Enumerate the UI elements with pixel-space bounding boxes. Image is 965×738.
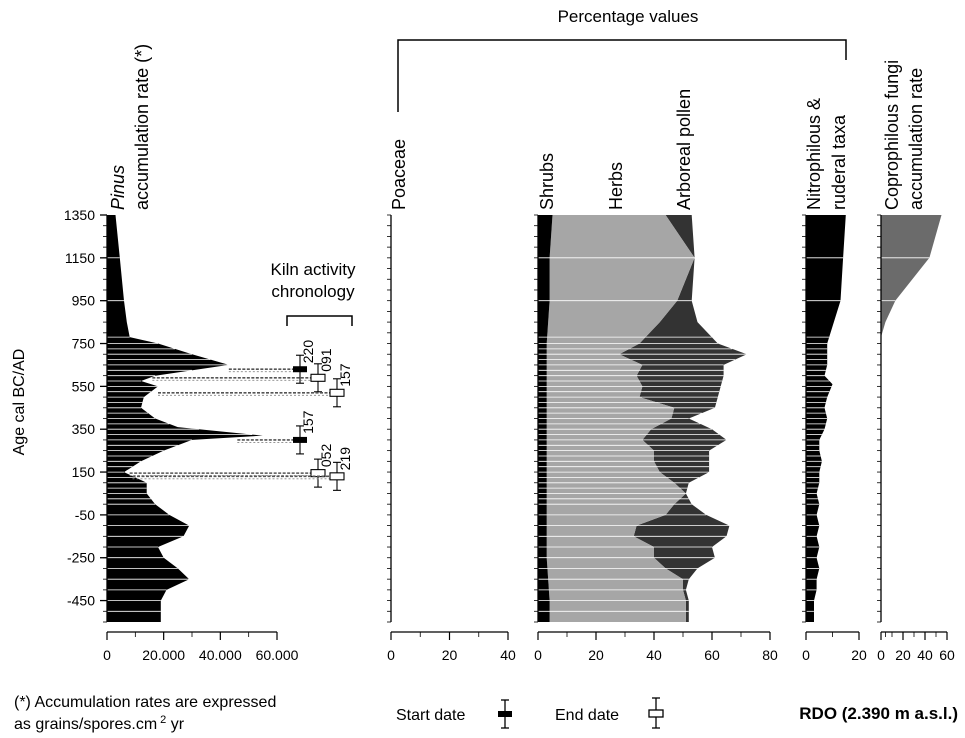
kiln-label-1: 091 bbox=[318, 348, 334, 372]
fungi-title-line2: accumulation rate bbox=[906, 68, 926, 210]
kiln-label-5: 219 bbox=[337, 447, 353, 471]
kiln-end-box-2 bbox=[329, 388, 345, 397]
stacked-x-tick-label-2: 40 bbox=[646, 647, 662, 663]
percentage-header: Percentage values bbox=[558, 7, 699, 26]
pinus-area bbox=[107, 215, 263, 622]
herbs-title: Herbs bbox=[606, 162, 626, 210]
kiln-title-1: Kiln activity bbox=[270, 260, 356, 279]
kiln-end-box-5 bbox=[329, 472, 345, 481]
legend-end-label: End date bbox=[555, 707, 619, 724]
kiln-start-box-0 bbox=[293, 366, 307, 373]
fungi-x-tick-label-1: 20 bbox=[895, 647, 911, 663]
pinus-title-italic: Pinus bbox=[108, 165, 128, 210]
nitro-title-line1: Nitrophilous & bbox=[804, 98, 824, 210]
age-tick-label-0: 1350 bbox=[64, 207, 95, 223]
nitro-x-tick-label-1: 20 bbox=[851, 647, 867, 663]
age-tick-label-6: 150 bbox=[72, 464, 96, 480]
age-tick-label-2: 950 bbox=[72, 293, 96, 309]
poaceae-x-tick-label-0: 0 bbox=[387, 647, 395, 663]
kiln-label-2: 157 bbox=[337, 363, 353, 387]
fungi-area bbox=[881, 215, 942, 622]
nitro-x-tick-label-0: 0 bbox=[802, 647, 810, 663]
poaceae-x-tick-label-2: 40 bbox=[500, 647, 516, 663]
percentage-bracket bbox=[397, 39, 847, 112]
stacked-x-tick-label-0: 0 bbox=[534, 647, 542, 663]
pinus-x-tick-label-2: 40.000 bbox=[199, 647, 242, 663]
legend-start-icon bbox=[498, 699, 512, 729]
fungi-x-tick-label-3: 60 bbox=[939, 647, 955, 663]
poaceae-title: Poaceae bbox=[389, 139, 409, 210]
kiln-title-2: chronology bbox=[271, 282, 355, 301]
kiln-start-box-3 bbox=[293, 436, 307, 443]
pinus-x-tick-label-1: 20.000 bbox=[142, 647, 185, 663]
kiln-label-4: 052 bbox=[318, 444, 334, 468]
stacked-x-tick-label-3: 60 bbox=[704, 647, 720, 663]
shrubs-title: Shrubs bbox=[537, 153, 557, 210]
arboreal-title: Arboreal pollen bbox=[674, 89, 694, 210]
footnote-line2: as grains/spores.cm 2 yr bbox=[14, 714, 185, 733]
age-tick-label-1: 1150 bbox=[65, 250, 95, 266]
pinus-x-tick-label-0: 0 bbox=[103, 647, 111, 663]
kiln-label-3: 157 bbox=[300, 410, 316, 434]
legend-start-label: Start date bbox=[396, 707, 465, 724]
site-label: RDO (2.390 m a.s.l.) bbox=[799, 704, 958, 723]
age-axis-label: Age cal BC/AD bbox=[11, 349, 28, 456]
axes-layer: 1350 1150 950 750 550 350 150 -50 -250 -450 0 20.00… bbox=[64, 207, 955, 663]
panels-layer bbox=[107, 215, 942, 622]
age-tick-label-7: -50 bbox=[75, 507, 95, 523]
legend-end-icon bbox=[648, 697, 664, 729]
pinus-title: accumulation rate (*) bbox=[132, 44, 152, 210]
pinus-x-tick-label-3: 60.000 bbox=[256, 647, 299, 663]
stacked-x-tick-label-1: 20 bbox=[588, 647, 604, 663]
fungi-x-tick-label-0: 0 bbox=[877, 647, 885, 663]
kiln-end-box-1 bbox=[310, 373, 326, 382]
nitro-title-line2: ruderal taxa bbox=[829, 114, 849, 210]
fungi-title-line1: Coprophilous fungi bbox=[882, 60, 902, 210]
age-tick-label-3: 750 bbox=[72, 336, 96, 352]
footnote-line1: (*) Accumulation rates are expressed bbox=[14, 694, 276, 711]
fungi-x-tick-label-2: 40 bbox=[917, 647, 933, 663]
poaceae-x-tick-label-1: 20 bbox=[442, 647, 458, 663]
age-tick-label-9: -450 bbox=[67, 593, 95, 609]
stacked-x-tick-label-4: 80 bbox=[762, 647, 778, 663]
age-tick-label-5: 350 bbox=[72, 421, 96, 437]
age-tick-label-4: 550 bbox=[72, 378, 96, 394]
kiln-label-0: 220 bbox=[300, 340, 316, 364]
age-tick-label-8: -250 bbox=[67, 550, 95, 566]
kiln-bracket bbox=[286, 315, 353, 326]
